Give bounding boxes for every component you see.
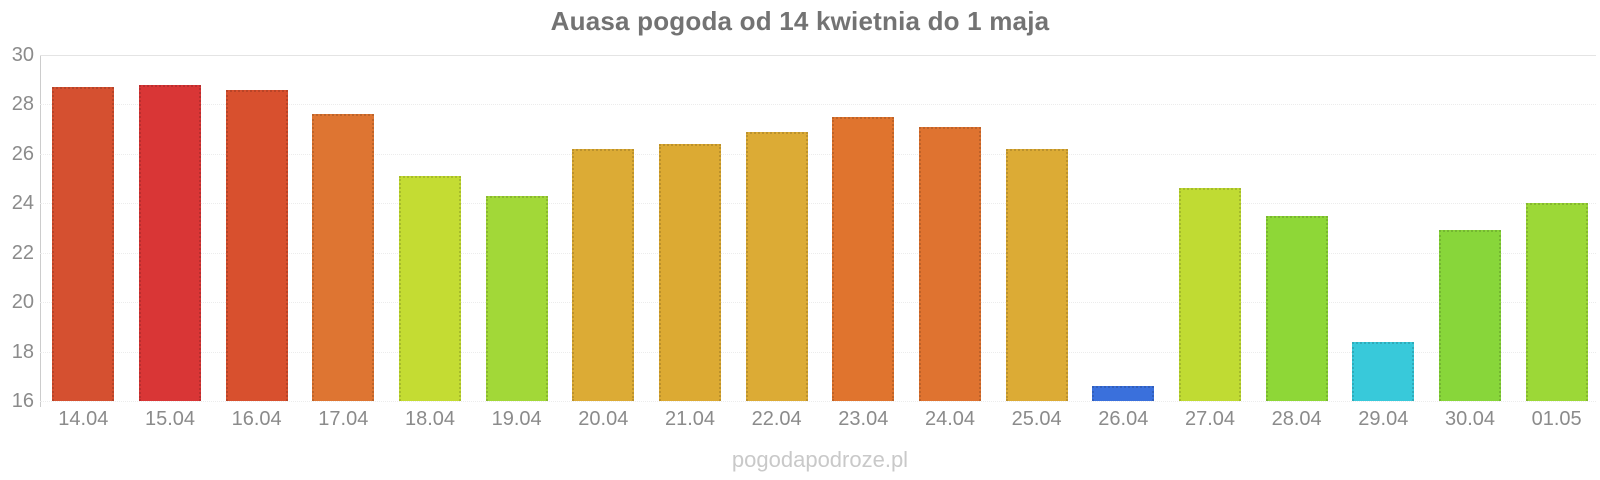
bar-26.04[interactable] (1092, 386, 1155, 401)
x-axis-tick-label: 23.04 (838, 408, 889, 430)
chart-title: Auasa pogoda od 14 kwietnia do 1 maja (550, 6, 1050, 36)
bar-19.04[interactable] (485, 195, 548, 401)
x-axis-tick-label: 26.04 (1098, 408, 1149, 430)
watermark: pogodapodroze.pl (731, 447, 909, 472)
bar-01.05[interactable] (1525, 203, 1588, 401)
bar-29.04[interactable] (1352, 341, 1415, 401)
x-axis-tick-label: 14.04 (58, 408, 109, 430)
y-axis-tick-label: 22 (11, 241, 34, 264)
x-axis-tick-label: 29.04 (1358, 408, 1409, 430)
bar-18.04[interactable] (399, 176, 461, 401)
gridline (40, 153, 1596, 155)
bar-24.04[interactable] (919, 126, 981, 401)
x-axis-tick-label: 01.05 (1531, 408, 1582, 430)
gridline (40, 252, 1596, 254)
gridline (40, 203, 1596, 205)
gridline (40, 302, 1596, 304)
x-axis-tick-label: 16.04 (231, 408, 282, 430)
bar-15.04[interactable] (139, 84, 201, 401)
bar-28.04[interactable] (1265, 215, 1328, 401)
gridline (40, 351, 1596, 353)
bar-22.04[interactable] (745, 131, 808, 401)
bar-30.04[interactable] (1439, 230, 1501, 401)
x-axis-tick-label: 22.04 (751, 408, 802, 430)
x-axis-tick-label: 20.04 (578, 408, 629, 430)
y-axis-tick-label: 30 (11, 44, 34, 66)
x-axis-tick-label: 21.04 (664, 408, 716, 430)
x-axis-tick-label: 25.04 (1011, 408, 1062, 430)
bar-17.04[interactable] (312, 114, 375, 401)
bar-20.04[interactable] (572, 148, 635, 401)
x-axis-tick-label: 24.04 (924, 408, 976, 430)
y-axis-tick-label: 24 (11, 192, 34, 215)
y-axis-tick-label: 18 (11, 340, 34, 363)
bar-21.04[interactable] (659, 143, 721, 401)
y-axis-line (40, 55, 41, 407)
x-axis-tick-label: 15.04 (144, 408, 196, 430)
y-axis-tick-label: 20 (11, 291, 34, 314)
x-axis-tick-label: 18.04 (404, 408, 456, 430)
x-axis-tick-label: 30.04 (1444, 408, 1496, 430)
bar-25.04[interactable] (1005, 148, 1068, 401)
bar-23.04[interactable] (832, 116, 895, 401)
bar-14.04[interactable] (52, 87, 115, 401)
y-axis-tick-label: 26 (11, 142, 34, 165)
bar-27.04[interactable] (1179, 188, 1241, 401)
gridline (40, 104, 1596, 106)
x-axis-tick-label: 27.04 (1184, 408, 1236, 430)
x-axis-tick-label: 17.04 (318, 408, 369, 430)
gridline (40, 401, 1596, 402)
bar-16.04[interactable] (225, 89, 288, 401)
x-axis-tick-label: 28.04 (1271, 408, 1322, 430)
y-axis-tick-label: 16 (11, 390, 34, 412)
gridline (40, 55, 1596, 56)
x-axis-tick-label: 19.04 (491, 408, 542, 430)
y-axis-tick-label: 28 (11, 93, 34, 116)
